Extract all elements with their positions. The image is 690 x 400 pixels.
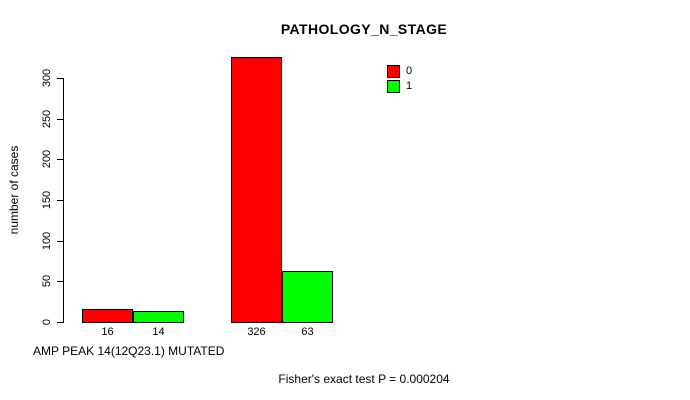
bar-value-label: 14 — [152, 326, 165, 338]
bar-value-label: 16 — [101, 326, 114, 338]
legend-label: 1 — [406, 79, 413, 92]
y-axis-tick — [57, 119, 63, 120]
bar — [231, 57, 282, 323]
y-tick-label: 250 — [41, 109, 53, 129]
y-axis-tick — [57, 200, 63, 201]
y-axis-tick — [57, 281, 63, 282]
x-axis-label: AMP PEAK 14(12Q23.1) MUTATED — [33, 344, 225, 358]
bar-value-label: 326 — [247, 326, 266, 338]
y-axis-tick — [57, 159, 63, 160]
y-tick-label: 300 — [41, 68, 53, 88]
legend-label: 0 — [406, 64, 413, 77]
y-tick-label: 50 — [41, 274, 53, 288]
chart-title: PATHOLOGY_N_STAGE — [280, 21, 448, 37]
bar-value-label: 63 — [301, 326, 314, 338]
annotation-text: Fisher's exact test P = 0.000204 — [278, 372, 450, 386]
y-axis-tick — [57, 241, 63, 242]
legend-item: 1 — [387, 79, 412, 93]
legend-swatch — [387, 79, 400, 93]
y-tick-label: 0 — [41, 318, 53, 326]
bar — [282, 271, 333, 323]
y-tick-label: 200 — [41, 149, 53, 169]
bar — [133, 311, 184, 323]
y-tick-label: 150 — [41, 190, 53, 210]
y-axis-tick — [57, 78, 63, 79]
y-tick-label: 100 — [41, 231, 53, 251]
y-axis-line — [63, 78, 64, 323]
legend-item: 0 — [387, 64, 412, 78]
legend-swatch — [387, 64, 400, 78]
y-axis-tick — [57, 322, 63, 323]
y-axis-label: number of cases — [7, 145, 21, 235]
bar — [82, 309, 133, 323]
